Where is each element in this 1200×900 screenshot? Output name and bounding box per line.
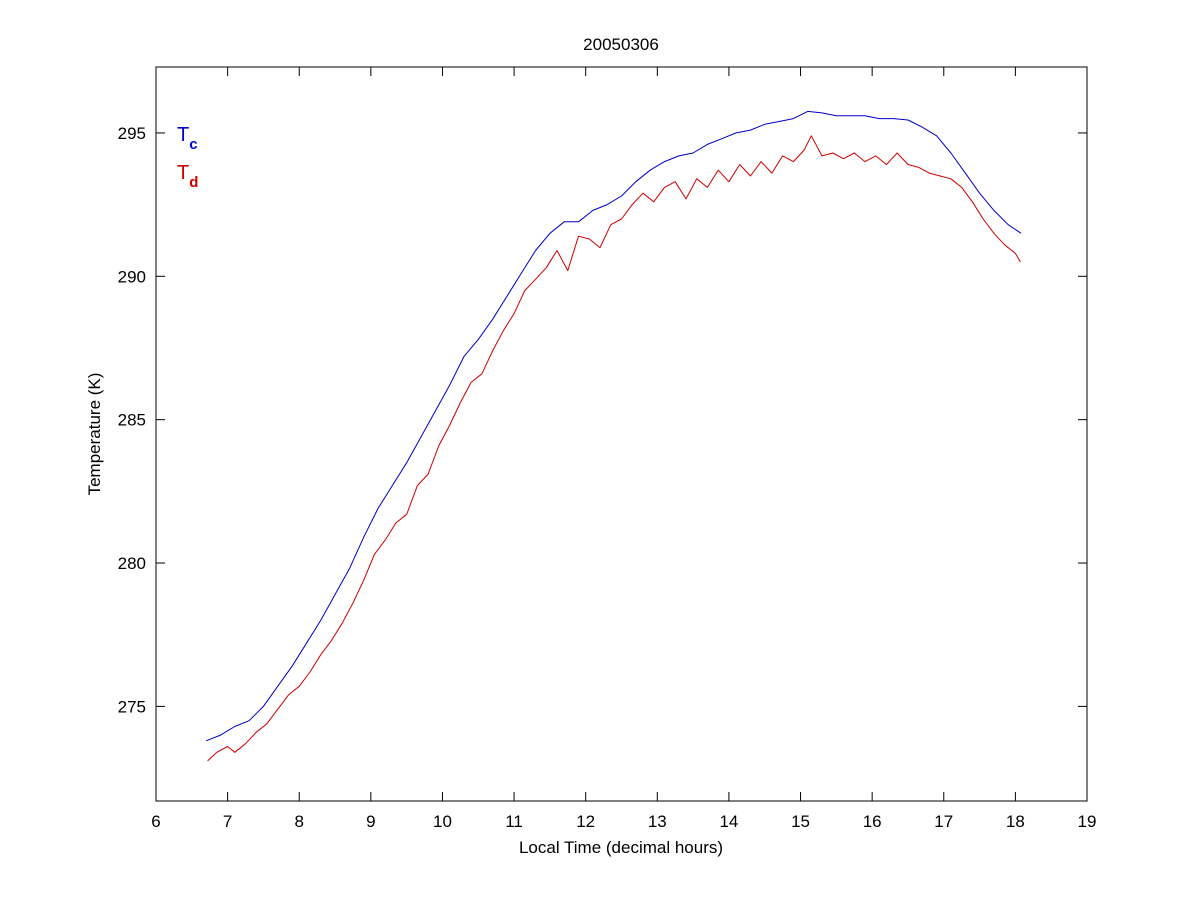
- y-tick-label: 285: [118, 411, 146, 430]
- y-tick-label: 280: [118, 554, 146, 573]
- legend-entry-0: Tc: [177, 124, 198, 153]
- plot-frame: [155, 66, 1088, 802]
- x-tick-label: 19: [1078, 812, 1097, 831]
- legend-label-subscript: c: [189, 136, 197, 153]
- x-tick-label: 11: [505, 812, 523, 831]
- x-tick-label: 10: [433, 812, 452, 831]
- x-tick-label: 16: [863, 812, 882, 831]
- x-tick-label: 14: [719, 812, 738, 831]
- series-line-0: [205, 110, 1022, 742]
- x-axis-title: Local Time (decimal hours): [519, 838, 723, 857]
- x-tick-label: 18: [1006, 812, 1025, 831]
- x-tick-label: 17: [934, 812, 953, 831]
- y-tick-label: 275: [118, 697, 146, 716]
- series-lines: [205, 110, 1022, 762]
- x-tick-label: 13: [648, 812, 667, 831]
- x-tick-label: 15: [791, 812, 810, 831]
- y-tick-label: 290: [118, 267, 146, 286]
- legend-label-main: T: [177, 162, 189, 184]
- chart-title: 20050306: [583, 35, 659, 54]
- axis-ticks: 6 7 8 9 10 11 12 13 14 15 16 17 18 19 275 280 285 290 295: [118, 67, 1097, 831]
- x-tick-label: 9: [366, 812, 375, 831]
- series-line-1: [207, 135, 1021, 762]
- x-tick-label: 7: [223, 812, 232, 831]
- x-tick-label: 6: [151, 812, 160, 831]
- legend-label-subscript: d: [189, 174, 198, 191]
- legend-label-main: T: [177, 124, 189, 146]
- x-tick-label: 12: [576, 812, 595, 831]
- x-tick-label: 8: [294, 812, 303, 831]
- y-axis-title: Temperature (K): [85, 373, 104, 496]
- y-tick-label: 295: [118, 124, 146, 143]
- legend-entry-1: Td: [177, 162, 198, 191]
